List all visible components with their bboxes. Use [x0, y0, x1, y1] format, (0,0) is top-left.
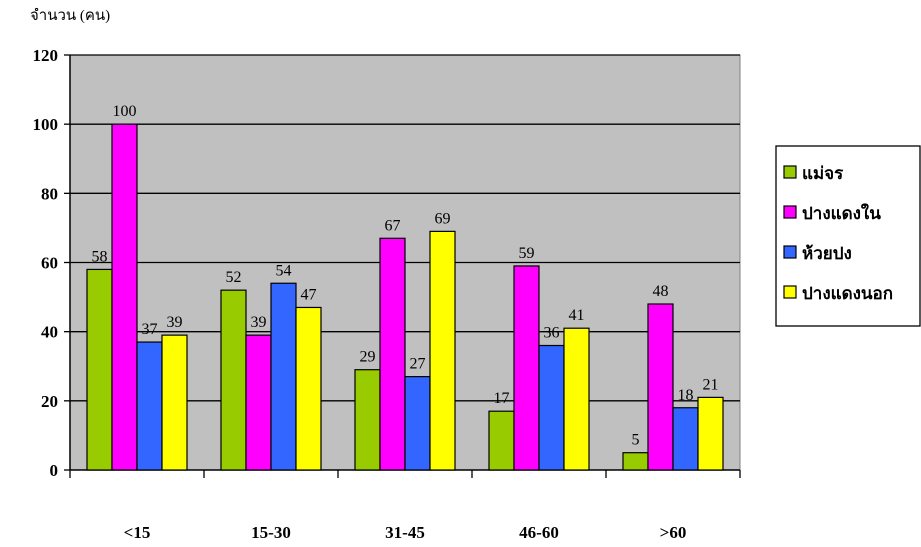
- data-label: 18: [678, 387, 694, 404]
- x-category-label: >60: [660, 523, 687, 542]
- y-tick-label: 120: [33, 46, 59, 65]
- data-label: 27: [410, 356, 426, 373]
- data-label: 59: [519, 245, 535, 262]
- legend-swatch: [783, 165, 797, 179]
- data-label: 41: [569, 307, 585, 324]
- legend-swatch: [783, 205, 797, 219]
- bar: [488, 410, 515, 471]
- bar: [622, 452, 649, 471]
- legend-swatch: [783, 245, 797, 259]
- data-label: 37: [142, 321, 158, 338]
- data-label: 67: [385, 217, 401, 234]
- bar: [86, 268, 113, 471]
- legend-label: แม่จร: [802, 164, 844, 183]
- bar: [111, 123, 138, 471]
- y-tick-label: 0: [50, 461, 59, 480]
- bar: [245, 334, 272, 471]
- data-label: 21: [703, 376, 719, 393]
- data-label: 17: [494, 390, 510, 407]
- legend-label: ปางแดงนอก: [802, 284, 893, 303]
- data-label: 39: [251, 314, 267, 331]
- bar: [161, 334, 188, 471]
- x-category-label: 15-30: [251, 523, 291, 542]
- bar: [513, 265, 540, 471]
- legend-swatch: [783, 285, 797, 299]
- bar: [647, 303, 674, 471]
- bar: [270, 282, 297, 471]
- bar: [354, 369, 381, 471]
- legend-label: ปางแดงใน: [802, 203, 881, 223]
- legend-box: [775, 145, 921, 327]
- data-label: 29: [360, 349, 376, 366]
- bar: [220, 289, 247, 471]
- bar: [697, 396, 724, 471]
- y-tick-label: 40: [41, 323, 58, 342]
- data-label: 48: [653, 283, 669, 300]
- data-label: 36: [544, 325, 560, 342]
- bar: [136, 341, 163, 471]
- plot-area: 0 20 40 60 80 100 120 <15 58 100 37 39 15-30 52 39 54 47…: [33, 46, 741, 542]
- bar: [538, 344, 565, 471]
- data-label: 69: [435, 210, 451, 227]
- data-label: 47: [301, 286, 317, 303]
- data-label: 39: [167, 314, 183, 331]
- bar: [429, 230, 456, 471]
- x-category-label: <15: [124, 523, 151, 542]
- y-tick-label: 20: [41, 392, 58, 411]
- bar: [563, 327, 590, 471]
- y-axis-label: จำนวน (คน): [30, 7, 110, 24]
- data-label: 54: [276, 262, 292, 279]
- data-label: 5: [632, 432, 640, 449]
- data-label: 58: [92, 248, 108, 265]
- bar: [672, 407, 699, 471]
- y-tick-label: 80: [41, 184, 58, 203]
- x-category-label: 46-60: [519, 523, 559, 542]
- bar: [295, 306, 322, 471]
- data-label: 100: [113, 103, 137, 120]
- y-tick-label: 100: [33, 115, 59, 134]
- data-label: 52: [226, 269, 242, 286]
- x-category-label: 31-45: [385, 523, 425, 542]
- y-tick-label: 60: [41, 254, 58, 273]
- bar: [404, 376, 431, 471]
- bar: [379, 237, 406, 471]
- legend-label: ห้วยปง: [802, 244, 852, 263]
